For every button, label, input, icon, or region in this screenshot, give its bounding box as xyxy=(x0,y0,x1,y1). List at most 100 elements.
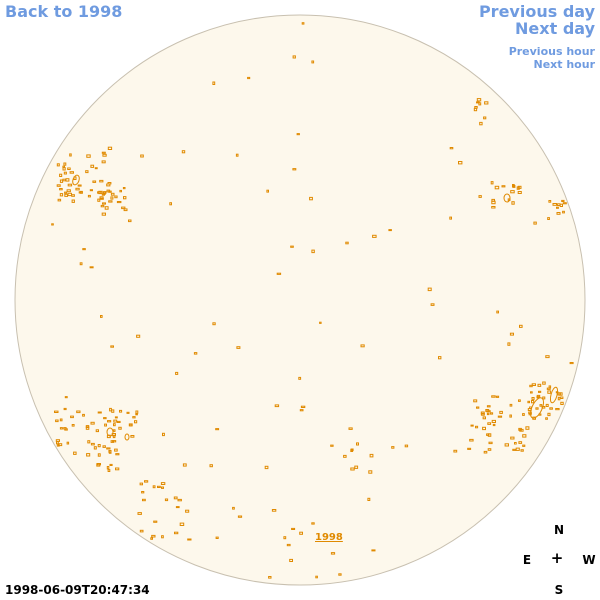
contour-mark xyxy=(541,406,546,409)
contour-mark xyxy=(103,191,107,194)
previous-day-link[interactable]: Previous day xyxy=(478,2,595,21)
contour-mark xyxy=(557,396,561,401)
contour-mark xyxy=(290,245,294,248)
contour-mark xyxy=(489,412,494,415)
contour-mark xyxy=(542,381,546,385)
contour-ring xyxy=(503,193,511,203)
contour-mark xyxy=(135,413,138,416)
contour-mark xyxy=(549,407,553,410)
contour-mark xyxy=(497,415,503,418)
contour-mark xyxy=(90,442,95,446)
contour-mark xyxy=(59,188,63,191)
contour-mark xyxy=(491,198,495,202)
contour-mark xyxy=(175,371,179,375)
contour-mark xyxy=(533,221,537,225)
contour-mark xyxy=(79,190,83,194)
contour-ring xyxy=(549,386,559,404)
contour-mark xyxy=(59,179,64,183)
contour-mark xyxy=(478,195,482,198)
contour-mark xyxy=(485,409,490,412)
contour-mark xyxy=(128,219,132,223)
contour-mark xyxy=(404,444,409,448)
contour-mark xyxy=(93,446,97,450)
contour-mark xyxy=(179,522,185,526)
contour-mark xyxy=(63,171,67,175)
contour-mark xyxy=(101,151,106,154)
contour-mark xyxy=(276,272,282,275)
contour-mark xyxy=(509,332,514,336)
contour-mark xyxy=(151,534,156,538)
next-hour-link[interactable]: Next hour xyxy=(533,58,596,71)
contour-mark xyxy=(51,223,54,226)
contour-mark xyxy=(232,506,235,510)
contour-mark xyxy=(552,203,557,206)
contour-mark xyxy=(177,498,182,502)
contour-mark xyxy=(112,440,117,443)
contour-mark xyxy=(311,522,315,525)
contour-mark xyxy=(492,423,496,427)
contour-mark xyxy=(491,206,496,209)
contour-mark xyxy=(212,81,216,85)
contour-mark xyxy=(517,185,522,189)
contour-mark xyxy=(264,465,269,470)
contour-mark xyxy=(496,310,499,314)
contour-mark xyxy=(562,210,565,214)
contour-mark xyxy=(115,453,120,456)
contour-mark xyxy=(369,453,374,458)
contour-mark xyxy=(109,463,113,466)
contour-mark xyxy=(69,153,72,157)
contour-mark xyxy=(140,154,144,158)
contour-mark xyxy=(97,453,101,457)
contour-mark xyxy=(152,485,156,489)
contour-ring xyxy=(530,397,544,419)
contour-mark xyxy=(162,432,165,437)
contour-mark xyxy=(494,185,500,190)
contour-mark xyxy=(107,420,112,423)
contour-mark xyxy=(247,76,251,80)
contour-mark xyxy=(299,409,304,412)
contour-mark xyxy=(134,420,138,424)
contour-mark xyxy=(99,179,104,183)
year-link[interactable]: 1998 xyxy=(315,532,343,543)
contour-mark xyxy=(59,418,63,422)
contour-mark xyxy=(114,448,118,452)
contour-mark xyxy=(164,498,169,502)
contour-mark xyxy=(71,199,75,203)
contour-mark xyxy=(495,395,500,398)
contour-mark xyxy=(56,163,60,167)
compass-south-label: S xyxy=(554,583,564,597)
contour-mark xyxy=(274,404,280,408)
contour-mark xyxy=(141,491,145,494)
contour-mark xyxy=(150,537,154,540)
contour-mark xyxy=(107,146,113,150)
contour-mark xyxy=(55,419,59,423)
contour-mark xyxy=(469,438,474,442)
contour-mark xyxy=(67,183,73,187)
contour-mark xyxy=(104,423,107,427)
contour-mark xyxy=(519,324,523,328)
contour-mark xyxy=(110,345,115,348)
next-day-link[interactable]: Next day xyxy=(515,19,595,38)
contour-mark xyxy=(139,482,144,486)
contour-mark xyxy=(522,413,525,416)
contour-mark xyxy=(89,189,94,192)
contour-mark xyxy=(350,467,355,471)
back-to-year-link[interactable]: Back to 1998 xyxy=(5,2,123,21)
contour-mark xyxy=(122,187,126,190)
contour-mark xyxy=(119,189,123,193)
previous-hour-link[interactable]: Previous hour xyxy=(508,45,595,58)
contour-mark xyxy=(473,399,478,403)
contour-mark xyxy=(507,342,511,346)
contour-mark xyxy=(487,448,492,451)
contour-mark xyxy=(66,189,71,193)
contour-mark xyxy=(64,191,68,194)
contour-mark xyxy=(116,201,122,204)
contour-mark xyxy=(561,199,565,202)
contour-mark xyxy=(58,443,63,447)
contour-mark xyxy=(458,161,463,165)
contour-mark xyxy=(175,506,180,509)
contour-mark xyxy=(512,184,515,187)
contour-mark xyxy=(309,196,313,201)
contour-mark xyxy=(174,531,179,535)
contour-mark xyxy=(509,414,512,418)
